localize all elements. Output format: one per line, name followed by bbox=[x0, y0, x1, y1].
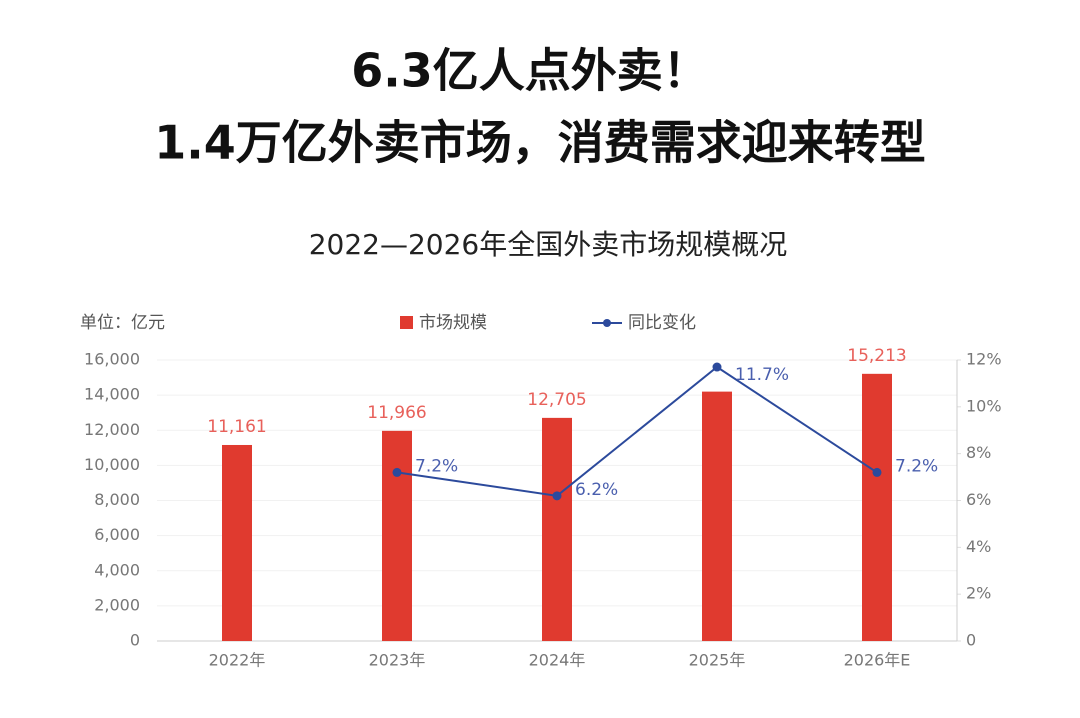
line-value-label: 7.2% bbox=[415, 456, 458, 476]
y-tick-label: 10,000 bbox=[84, 455, 140, 474]
legend-swatch bbox=[603, 319, 611, 327]
legend-label: 市场规模 bbox=[419, 313, 487, 333]
legend-label: 同比变化 bbox=[628, 313, 696, 333]
line bbox=[396, 365, 878, 497]
legend-swatch bbox=[400, 316, 413, 329]
y2-tick-label: 6% bbox=[966, 490, 991, 509]
headline: 1.4万亿外卖市场，消费需求迎来转型 bbox=[154, 116, 926, 170]
bar bbox=[222, 444, 252, 641]
line-point bbox=[712, 362, 722, 372]
y-tick-label: 14,000 bbox=[84, 385, 140, 404]
chart-title: 2022—2026年全国外卖市场规模概况 bbox=[309, 228, 788, 261]
line-point bbox=[872, 467, 882, 477]
y2-tick-label: 2% bbox=[966, 584, 991, 603]
y-tick-label: 8,000 bbox=[94, 490, 140, 509]
x-tick-label: 2023年 bbox=[369, 651, 426, 670]
y-tick-label: 0 bbox=[130, 631, 140, 650]
headline: 6.3亿人点外卖！ bbox=[351, 44, 709, 98]
y-tick-label: 4,000 bbox=[94, 560, 140, 579]
bar bbox=[862, 373, 892, 641]
y-tick-label: 12,000 bbox=[84, 420, 140, 439]
y2-tick-label: 0 bbox=[966, 631, 976, 650]
x-tick-label: 2025年 bbox=[689, 651, 746, 670]
bar bbox=[542, 417, 572, 641]
bar-value-label: 15,213 bbox=[847, 346, 906, 366]
y-tick-label: 16,000 bbox=[84, 350, 140, 369]
bar-value-label: 12,705 bbox=[527, 390, 586, 410]
y2-tick-label: 10% bbox=[966, 396, 1002, 415]
bar-value-label: 11,161 bbox=[207, 417, 266, 437]
bar-value-label: 11,966 bbox=[367, 403, 426, 423]
y2-tick-label: 4% bbox=[966, 537, 991, 556]
unit-label: 单位：亿元 bbox=[80, 313, 165, 333]
line-point bbox=[392, 467, 402, 477]
line-value-label: 11.7% bbox=[735, 365, 789, 385]
x-tick-label: 2026年E bbox=[844, 651, 911, 670]
bar bbox=[382, 430, 412, 641]
y2-tick-label: 12% bbox=[966, 350, 1002, 369]
y2-tick-label: 8% bbox=[966, 443, 991, 462]
y-tick-label: 6,000 bbox=[94, 525, 140, 544]
line-value-label: 7.2% bbox=[895, 456, 938, 476]
line-value-label: 6.2% bbox=[575, 480, 618, 500]
x-tick-label: 2024年 bbox=[529, 651, 586, 670]
bar bbox=[702, 391, 732, 641]
y-tick-label: 2,000 bbox=[94, 595, 140, 614]
x-tick-label: 2022年 bbox=[209, 651, 266, 670]
line-point bbox=[552, 491, 562, 501]
